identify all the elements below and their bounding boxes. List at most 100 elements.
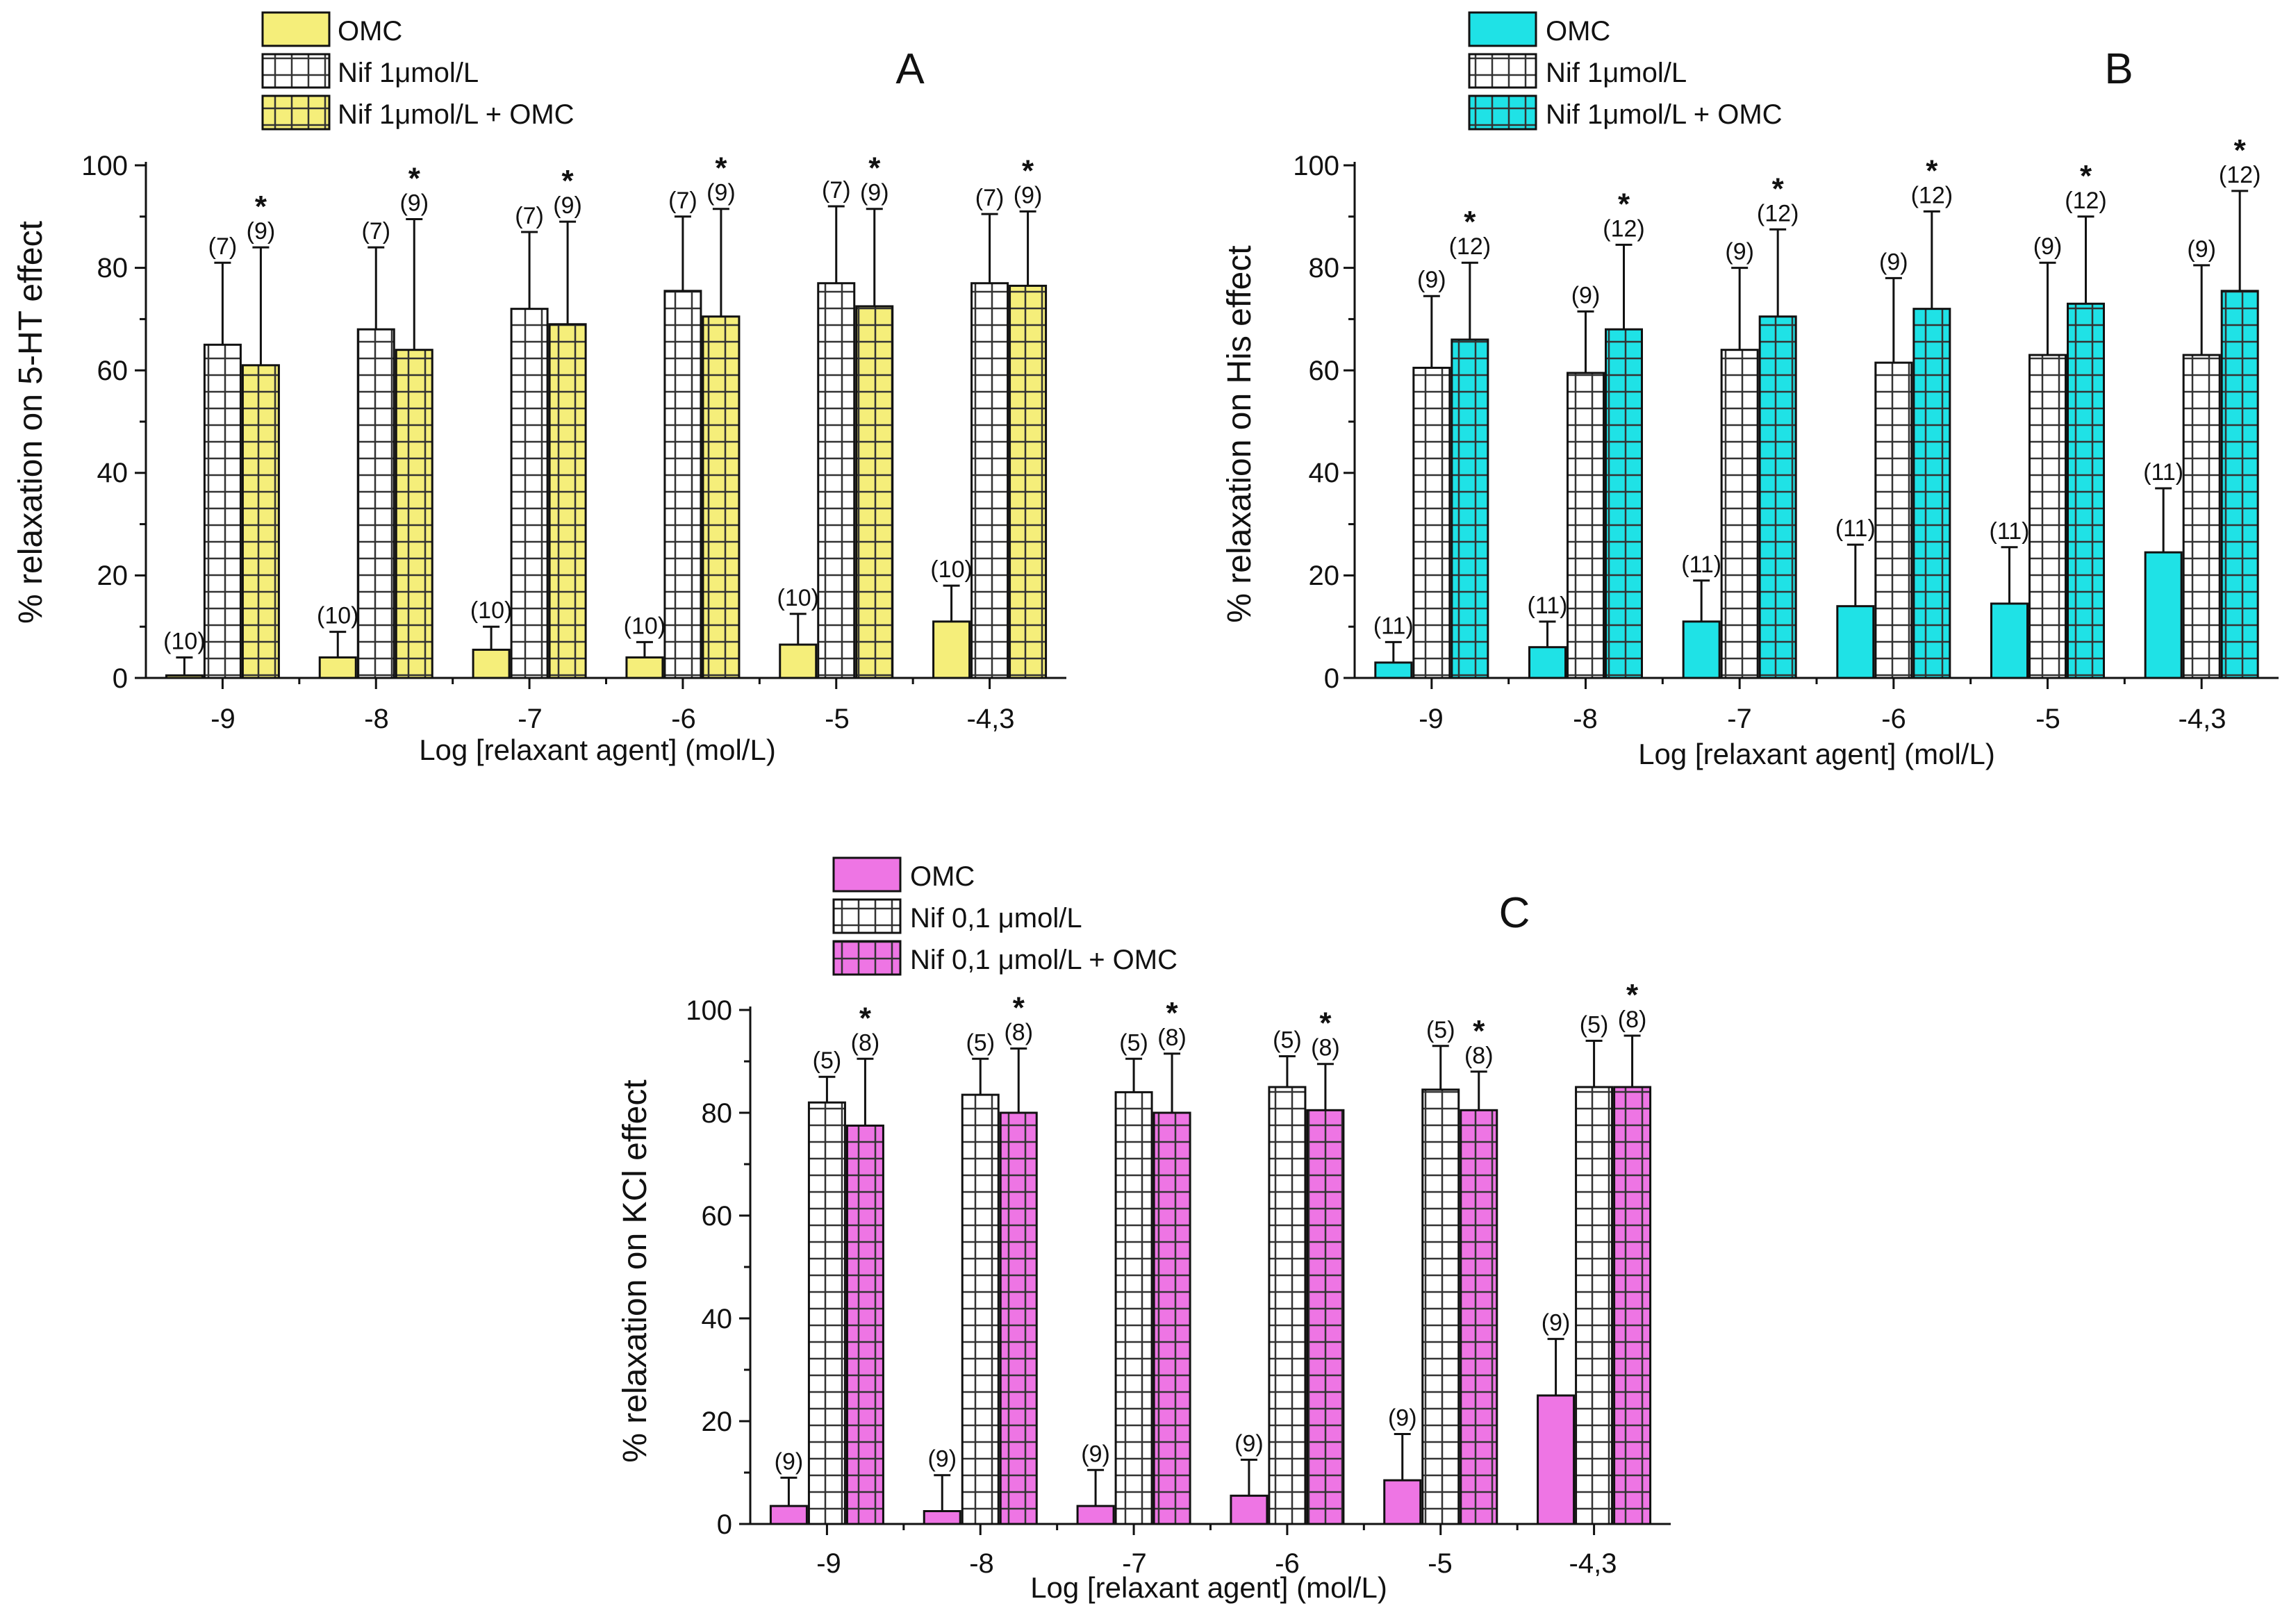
sample-size-label: (7) bbox=[975, 185, 1005, 211]
x-axis-label: Log [relaxant agent] (mol/L) bbox=[1638, 738, 1995, 770]
bar bbox=[999, 1111, 1038, 1525]
plot-area: (10) (10) (10) (10) (10) (10) (7) (7) (7) (7) (7) (… bbox=[135, 151, 1066, 689]
bar bbox=[2067, 302, 2105, 679]
y-tick-label: 100 bbox=[1293, 151, 1339, 181]
sample-size-label: (12) bbox=[1603, 215, 1644, 242]
x-tick-label: -8 bbox=[969, 1548, 994, 1579]
legend-swatch-nif-omc bbox=[261, 94, 331, 131]
x-tick-label: -6 bbox=[671, 704, 696, 734]
panel-letter: B bbox=[2104, 45, 2133, 93]
sample-size-label: (9) bbox=[1542, 1310, 1571, 1336]
plot-area: (9) (9) (9) (9)(9)(9)(5)(5) (5) (5) (5) (5)(8)*… bbox=[739, 978, 1671, 1535]
sample-size-label: (9) bbox=[1014, 182, 1043, 208]
bar bbox=[1412, 367, 1451, 679]
bar bbox=[1460, 1109, 1498, 1525]
y-tick-label: 80 bbox=[97, 253, 129, 283]
legend-label: Nif 0,1 μmol/L + OMC bbox=[910, 945, 1177, 975]
legend-item: Nif 1μmol/L bbox=[261, 53, 479, 89]
legend-item: Nif 1μmol/L + OMC bbox=[1468, 94, 1783, 131]
panel-letter: C bbox=[1499, 889, 1530, 937]
bar bbox=[2220, 290, 2259, 679]
legend-item: OMC bbox=[832, 856, 975, 893]
significance-star: * bbox=[715, 151, 727, 185]
bar bbox=[241, 364, 280, 679]
sample-size-label: (12) bbox=[1757, 200, 1799, 226]
bar bbox=[472, 648, 511, 679]
y-tick-label: 100 bbox=[686, 995, 732, 1026]
sample-size-label: (10) bbox=[930, 556, 972, 583]
bar bbox=[625, 656, 664, 679]
bar bbox=[817, 282, 856, 679]
y-tick-label: 60 bbox=[1309, 356, 1340, 386]
bar bbox=[663, 290, 702, 679]
sample-size-label: (10) bbox=[777, 585, 819, 611]
bar bbox=[932, 620, 971, 679]
sample-size-label: (8) bbox=[851, 1029, 880, 1056]
sample-size-label: (8) bbox=[1618, 1006, 1647, 1033]
x-tick-label: -4,3 bbox=[967, 704, 1015, 734]
bar bbox=[1114, 1091, 1153, 1525]
legend-item: Nif 1μmol/L + OMC bbox=[261, 94, 575, 131]
sample-size-label: (9) bbox=[706, 180, 736, 206]
bar bbox=[779, 643, 818, 679]
sample-size-label: (12) bbox=[2219, 162, 2261, 188]
significance-star: * bbox=[1013, 991, 1025, 1025]
x-axis-label: Log [relaxant agent] (mol/L) bbox=[1030, 1571, 1387, 1604]
sample-size-label: (8) bbox=[1311, 1035, 1340, 1061]
significance-star: * bbox=[1618, 187, 1630, 221]
legend-label: OMC bbox=[1546, 16, 1610, 47]
sample-size-label: (9) bbox=[1725, 239, 1754, 265]
bar bbox=[1537, 1394, 1576, 1525]
legend: OMC Nif 1μmol/L Nif 1μmol/L + OMC bbox=[261, 11, 575, 131]
x-tick-label: -7 bbox=[518, 704, 543, 734]
legend-label: Nif 1μmol/L + OMC bbox=[1546, 99, 1783, 130]
legend: OMC Nif 0,1 μmol/L Nif 0,1 μmol/L + OMC bbox=[832, 856, 1177, 976]
bar bbox=[855, 305, 894, 679]
bar bbox=[1306, 1109, 1345, 1525]
y-tick-label: 20 bbox=[1309, 561, 1340, 591]
y-tick-labels: 0 20 40 60 80 100 bbox=[1293, 151, 1339, 694]
sample-size-label: (11) bbox=[1681, 552, 1721, 578]
sample-size-label: (9) bbox=[775, 1448, 804, 1475]
bar bbox=[1451, 338, 1489, 679]
significance-star: * bbox=[1166, 996, 1179, 1030]
bar bbox=[970, 282, 1009, 679]
bar bbox=[961, 1093, 1000, 1525]
y-tick-label: 80 bbox=[1309, 253, 1340, 283]
bar bbox=[510, 308, 549, 679]
y-tick-label: 60 bbox=[702, 1201, 733, 1232]
y-tick-label: 100 bbox=[81, 151, 128, 181]
legend: OMC Nif 1μmol/L Nif 1μmol/L + OMC bbox=[1468, 11, 1783, 131]
x-tick-label: -7 bbox=[1122, 1548, 1147, 1579]
sample-size-label: (9) bbox=[399, 190, 429, 216]
sample-size-label: (10) bbox=[624, 613, 666, 639]
significance-star: * bbox=[1319, 1006, 1332, 1041]
sample-size-label: (12) bbox=[1911, 182, 1953, 208]
bar bbox=[1076, 1505, 1115, 1525]
sample-size-label: (9) bbox=[2187, 236, 2216, 263]
legend-swatch-nif-omc bbox=[1468, 94, 1537, 131]
bar bbox=[1605, 328, 1643, 679]
y-tick-label: 80 bbox=[702, 1098, 733, 1129]
x-tick-label: -5 bbox=[825, 704, 850, 734]
x-tick-labels: -9 -8 -7 -6 -5 -4,3 bbox=[210, 704, 1014, 734]
sample-size-label: (9) bbox=[1081, 1441, 1110, 1467]
y-tick-labels: 0 20 40 60 80 100 bbox=[81, 151, 128, 694]
bar bbox=[1421, 1088, 1460, 1525]
bar bbox=[318, 656, 357, 679]
y-tick-label: 20 bbox=[97, 561, 129, 591]
bar bbox=[1374, 661, 1413, 679]
legend-swatch-omc bbox=[261, 11, 331, 47]
sample-size-label: (5) bbox=[1273, 1027, 1302, 1054]
sample-size-label: (11) bbox=[2143, 459, 2183, 486]
x-tick-label: -6 bbox=[1275, 1548, 1300, 1579]
y-tick-label: 40 bbox=[702, 1304, 733, 1334]
legend-label: OMC bbox=[910, 861, 975, 892]
significance-star: * bbox=[2234, 133, 2247, 167]
legend-swatch-nif bbox=[261, 53, 331, 89]
significance-star: * bbox=[1626, 978, 1639, 1012]
sample-size-label: (7) bbox=[515, 203, 544, 229]
y-tick-label: 40 bbox=[97, 458, 129, 488]
sample-size-label: (7) bbox=[822, 177, 851, 204]
